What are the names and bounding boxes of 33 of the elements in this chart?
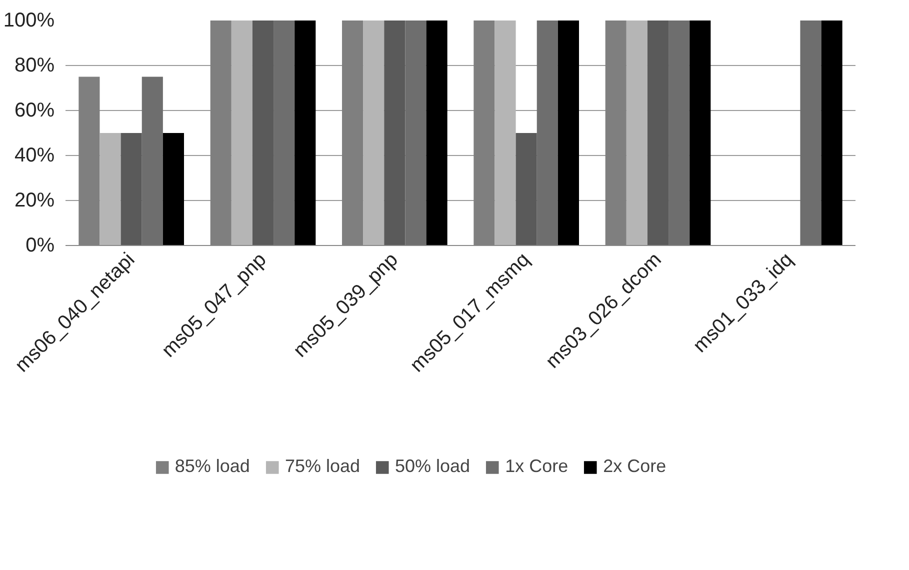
bar [426, 20, 448, 246]
bar [162, 133, 184, 246]
bar [668, 20, 690, 246]
bar [120, 133, 142, 246]
legend-label: 2x Core [603, 456, 666, 477]
bar [690, 20, 711, 246]
legend-label: 50% load [395, 456, 470, 477]
bar [558, 20, 579, 246]
bar [516, 133, 537, 246]
bar [100, 133, 121, 246]
bar [405, 20, 426, 246]
y-tick-label: 0% [26, 234, 55, 256]
bar [384, 20, 406, 246]
bar [494, 20, 516, 246]
bar [821, 20, 842, 246]
bar [274, 20, 295, 246]
bar [294, 20, 316, 246]
legend-label: 85% load [174, 456, 250, 477]
bar [626, 20, 648, 246]
bar [800, 20, 822, 246]
y-tick-label: 20% [14, 190, 55, 212]
bar [363, 20, 384, 246]
y-tick-label: 100% [3, 10, 55, 32]
bar [252, 20, 274, 246]
y-tick-label: 40% [14, 144, 55, 166]
legend-label: 1x Core [505, 456, 568, 477]
bar [142, 76, 163, 246]
bar [231, 20, 252, 246]
bar [536, 20, 558, 246]
bar [647, 20, 669, 246]
legend-label: 75% load [284, 456, 360, 477]
y-tick-label: 80% [14, 54, 55, 76]
y-tick-label: 60% [14, 100, 55, 122]
